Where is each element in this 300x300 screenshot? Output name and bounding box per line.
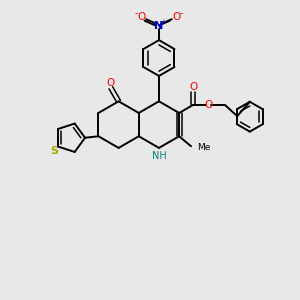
- Text: -: -: [135, 8, 138, 19]
- Text: NH: NH: [152, 151, 166, 161]
- Text: O: O: [189, 82, 197, 92]
- Text: S: S: [50, 146, 58, 156]
- Text: O: O: [106, 78, 114, 88]
- Text: -: -: [180, 8, 183, 19]
- Text: O: O: [137, 12, 145, 22]
- Text: O: O: [173, 12, 181, 22]
- Text: +: +: [160, 19, 166, 25]
- Text: Me: Me: [198, 142, 211, 152]
- Text: N: N: [154, 21, 164, 31]
- Text: O: O: [204, 100, 212, 110]
